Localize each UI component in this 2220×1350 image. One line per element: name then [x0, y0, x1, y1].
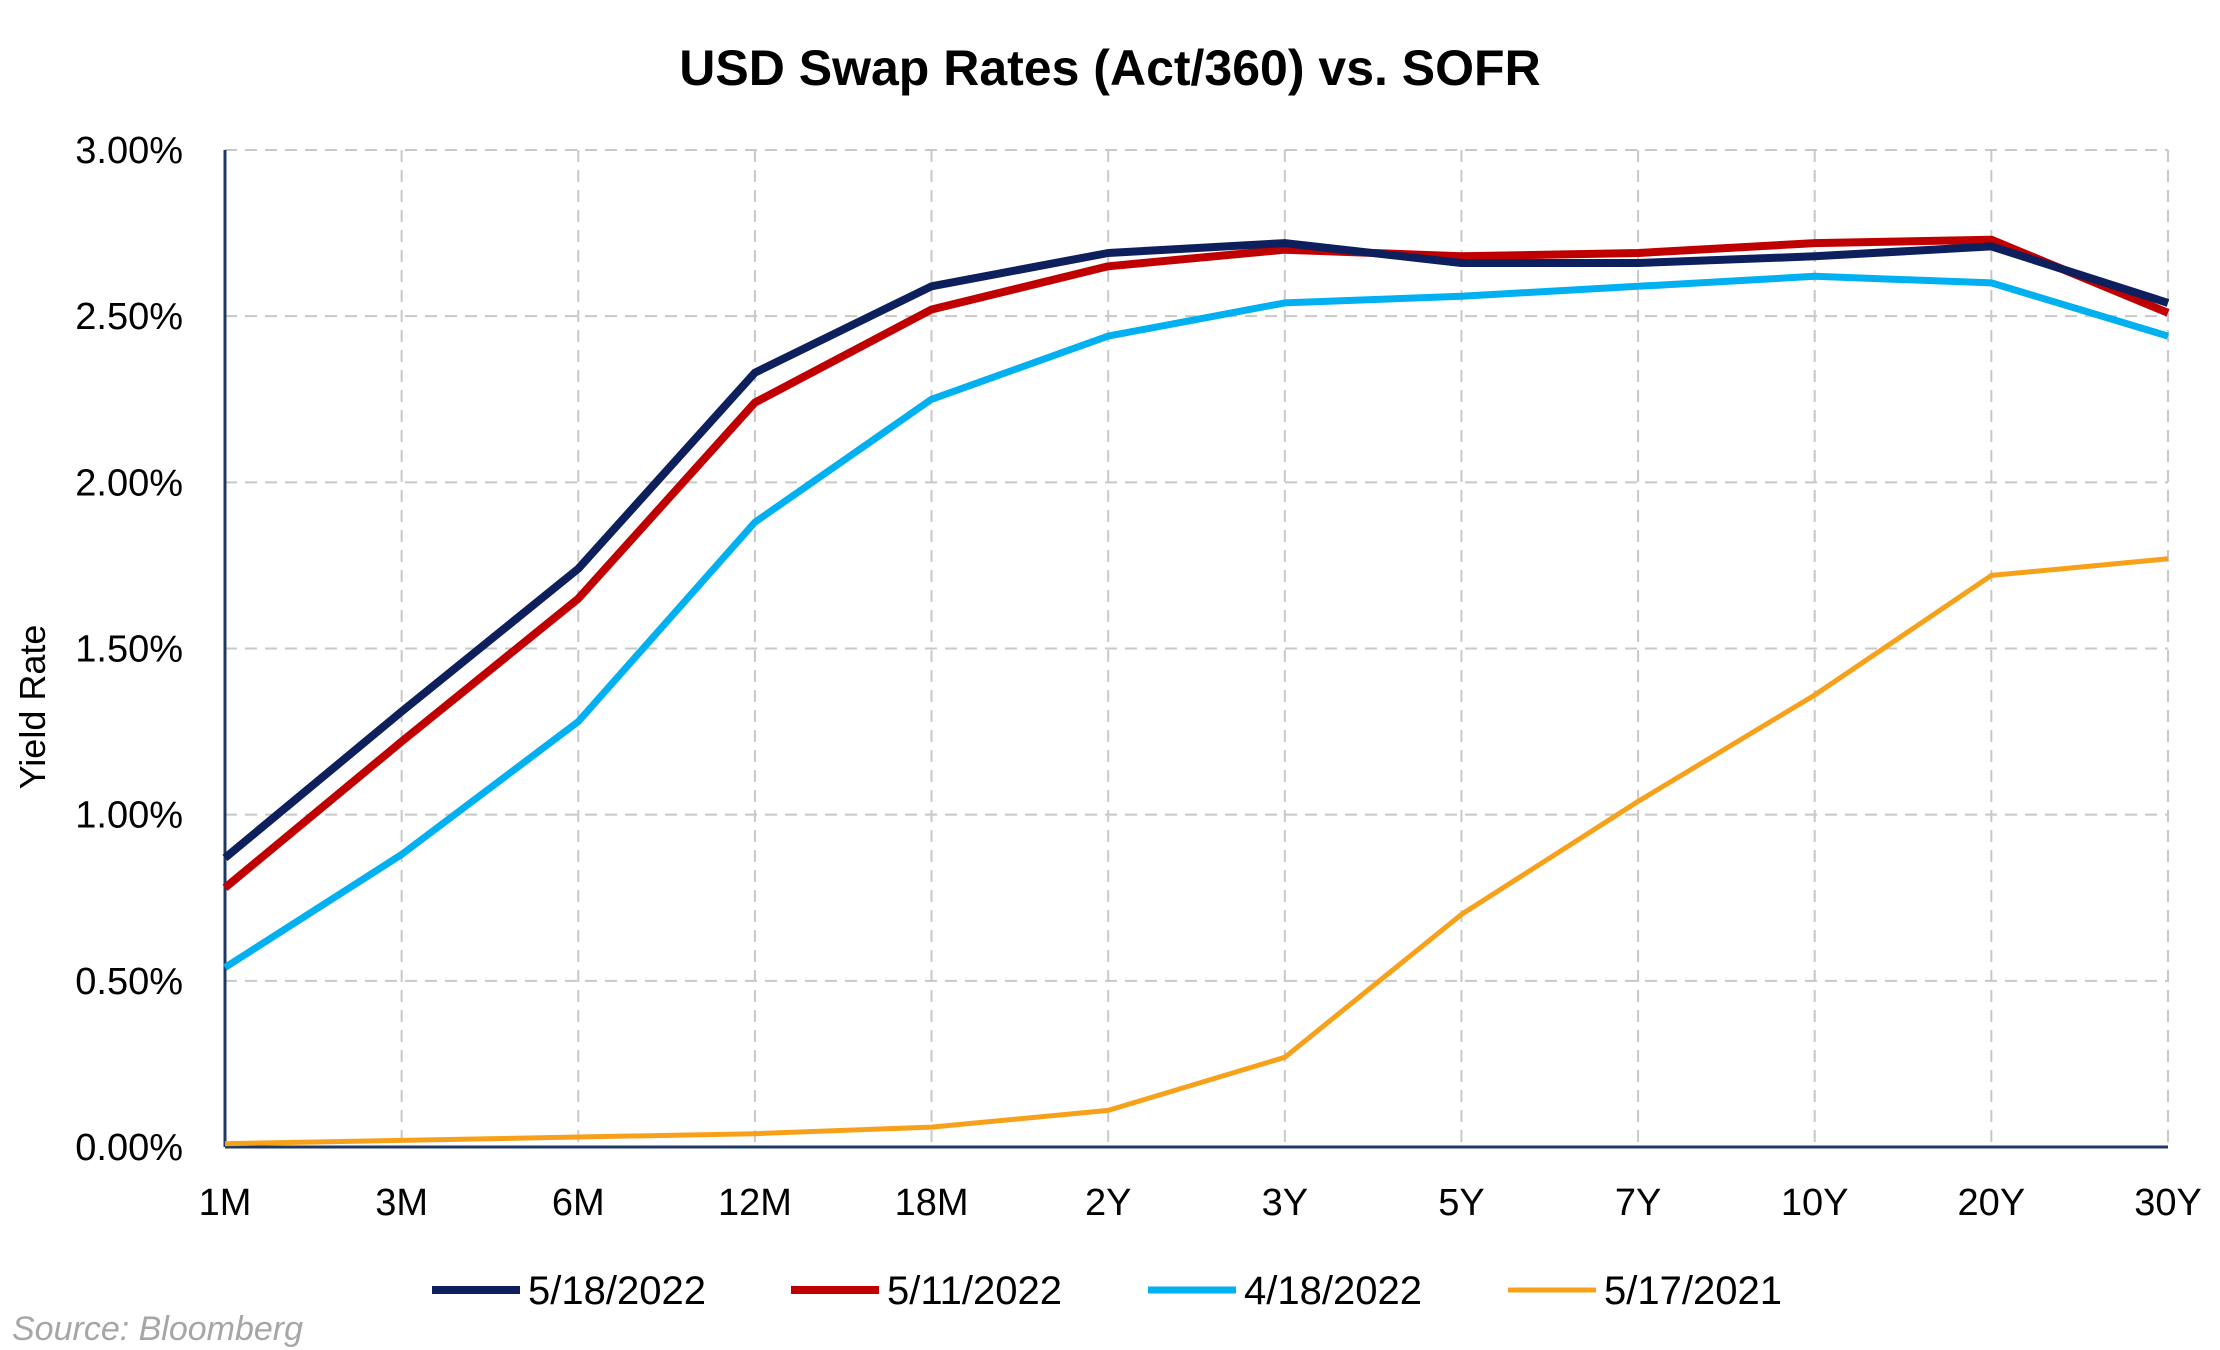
y-axis-label: Yield Rate — [12, 625, 53, 790]
y-tick-label: 2.50% — [75, 296, 183, 338]
x-tick-label: 10Y — [1781, 1182, 1849, 1224]
legend-item: 5/18/2022 — [432, 1269, 706, 1313]
legend-item: 5/11/2022 — [791, 1269, 1062, 1313]
y-tick-labels: 0.00% 0.50% 1.00% 1.50% 2.00% 2.50% 3.00% — [75, 130, 183, 1169]
legend-label: 5/18/2022 — [528, 1269, 706, 1313]
x-tick-label: 30Y — [2134, 1182, 2202, 1224]
y-tick-label: 0.00% — [75, 1127, 183, 1169]
y-tick-label: 1.00% — [75, 795, 183, 837]
chart-title: USD Swap Rates (Act/360) vs. SOFR — [679, 40, 1540, 96]
x-tick-label: 7Y — [1615, 1182, 1661, 1224]
y-tick-label: 1.50% — [75, 629, 183, 671]
legend-item: 5/17/2021 — [1508, 1269, 1782, 1313]
source-note: Source: Bloomberg — [12, 1310, 303, 1348]
legend-item: 4/18/2022 — [1148, 1269, 1422, 1313]
x-tick-labels: 1M 3M 6M 12M 18M 2Y 3Y 5Y 7Y 10Y 20Y 30Y — [199, 1182, 2202, 1224]
x-tick-label: 3Y — [1262, 1182, 1308, 1224]
x-tick-label: 18M — [895, 1182, 969, 1224]
series-line-5-11-2022 — [222, 235, 2170, 891]
series-line-5-17-2021 — [224, 556, 2169, 1147]
series-line-5-18-2022 — [222, 239, 2170, 861]
x-tick-label: 1M — [199, 1182, 252, 1224]
x-tick-label: 3M — [375, 1182, 428, 1224]
y-tick-label: 2.00% — [75, 462, 183, 504]
series-line-4-18-2022 — [223, 272, 2170, 971]
legend-label: 4/18/2022 — [1244, 1269, 1422, 1313]
x-tick-label: 2Y — [1085, 1182, 1131, 1224]
x-tick-label: 12M — [718, 1182, 792, 1224]
series-lines — [222, 235, 2170, 1147]
legend-label: 5/17/2021 — [1604, 1269, 1782, 1313]
x-tick-label: 5Y — [1438, 1182, 1484, 1224]
y-tick-label: 0.50% — [75, 961, 183, 1003]
legend-label: 5/11/2022 — [887, 1269, 1062, 1313]
x-tick-label: 6M — [552, 1182, 605, 1224]
y-tick-label: 3.00% — [75, 130, 183, 172]
axes — [223, 150, 2168, 1149]
legend: 5/18/2022 5/11/2022 4/18/2022 5/17/2021 — [432, 1269, 1782, 1313]
x-tick-label: 20Y — [1958, 1182, 2026, 1224]
